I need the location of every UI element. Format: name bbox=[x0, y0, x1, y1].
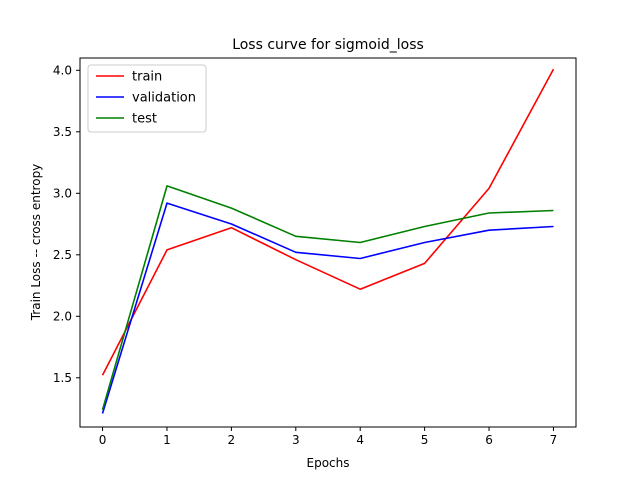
legend-label-train: train bbox=[132, 70, 162, 85]
legend-label-test: test bbox=[132, 112, 157, 127]
y-tick-label: 1.5 bbox=[53, 371, 72, 385]
plot-frame bbox=[79, 57, 577, 428]
x-tick-label: 6 bbox=[485, 433, 493, 447]
legend-box bbox=[87, 64, 207, 133]
x-axis-title: Epochs bbox=[307, 456, 350, 470]
x-axis: 0 1 2 3 4 5 6 7 bbox=[99, 427, 558, 447]
y-tick-label: 3.5 bbox=[53, 125, 72, 139]
x-tick-label: 5 bbox=[421, 433, 429, 447]
x-tick-label: 7 bbox=[550, 433, 558, 447]
y-tick-label: 2.5 bbox=[53, 248, 72, 262]
x-tick-label: 1 bbox=[163, 433, 171, 447]
y-axis: 1.5 2.0 2.5 3.0 3.5 4.0 bbox=[53, 63, 80, 385]
x-tick-label: 3 bbox=[292, 433, 300, 447]
series-line-validation bbox=[101, 202, 554, 414]
y-axis-title: Train Loss -- cross entropy bbox=[29, 164, 43, 322]
y-tick-label: 4.0 bbox=[53, 63, 72, 77]
x-tick-label: 0 bbox=[99, 433, 107, 447]
plot-area bbox=[79, 57, 577, 428]
series-lines bbox=[101, 68, 555, 414]
x-tick-label: 4 bbox=[356, 433, 364, 447]
legend: train validation test bbox=[87, 64, 207, 133]
series-line-train bbox=[101, 68, 555, 376]
x-tick-label: 2 bbox=[228, 433, 236, 447]
y-tick-label: 3.0 bbox=[53, 186, 72, 200]
chart-title: Loss curve for sigmoid_loss bbox=[232, 37, 424, 53]
series-line-test bbox=[101, 185, 554, 411]
y-tick-label: 2.0 bbox=[53, 309, 72, 323]
legend-label-validation: validation bbox=[132, 91, 196, 106]
